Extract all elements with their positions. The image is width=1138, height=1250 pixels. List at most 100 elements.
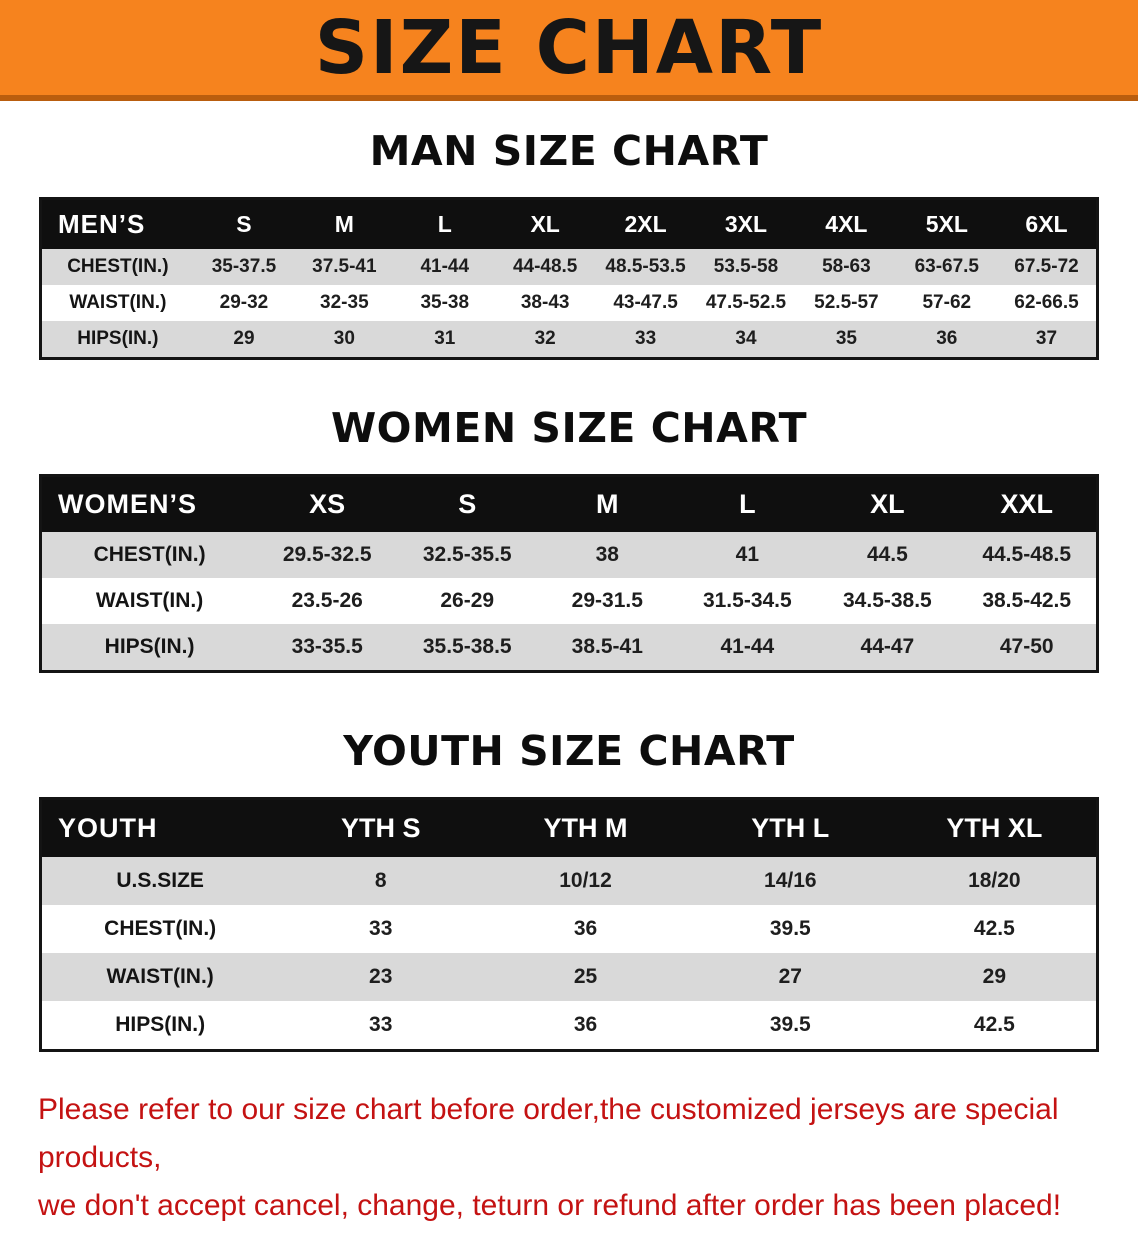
men-size-col-header: 3XL [695, 198, 797, 249]
value-cell: 29.5-32.5 [282, 543, 372, 566]
men-size-col-header: 6XL [997, 198, 1098, 249]
youth-size-table: YOUTH YTH S YTH M YTH L YTH XL U.S.SIZE 8 10/12… [39, 797, 1099, 1052]
men-header-row: MEN’S S M L XL 2XL 3XL 4XL 5XL 6XL [40, 198, 1098, 249]
youth-table-row: WAIST(IN.) 23 25 27 29 [40, 953, 1098, 1001]
men-size-col-header: XL [494, 198, 596, 249]
youth-table-title: YOUTH [40, 798, 279, 857]
youth-size-section: YOUTH SIZE CHART YOUTH YTH S YTH M YTH L YTH… [0, 727, 1138, 1052]
youth-size-col-header: YTH L [687, 798, 893, 857]
value-cell: 37 [1035, 328, 1058, 349]
value-cell: 58-63 [822, 256, 871, 277]
value-cell: 29 [982, 965, 1007, 988]
value-cell: 33-35.5 [291, 635, 363, 658]
value-cell: 38 [595, 543, 619, 566]
value-cell: 47.5-52.5 [705, 292, 787, 313]
men-size-col-header: 5XL [896, 198, 997, 249]
men-section-heading: MAN SIZE CHART [369, 127, 769, 175]
men-size-col-header: 4XL [796, 198, 897, 249]
value-cell: 36 [936, 328, 958, 349]
value-cell: 44.5-48.5 [982, 543, 1072, 566]
youth-table-row: HIPS(IN.) 33 36 39.5 42.5 [40, 1001, 1098, 1051]
value-cell: 47-50 [999, 635, 1054, 658]
value-cell: 29-31.5 [571, 589, 643, 612]
value-cell: 31 [434, 328, 456, 349]
value-cell: 39.5 [769, 917, 811, 940]
value-cell: 25 [573, 965, 598, 988]
women-table-title: WOMEN’S [40, 475, 258, 532]
value-cell: 30 [333, 328, 355, 349]
value-cell: 14/16 [764, 869, 817, 892]
row-label-cell: HIPS(IN.) [104, 635, 195, 658]
value-cell: 41-44 [420, 256, 470, 277]
men-size-col-header: S [193, 198, 295, 249]
value-cell: 35.5-38.5 [422, 635, 512, 658]
youth-size-col-header: YTH S [278, 798, 484, 857]
women-size-col-header: XL [817, 475, 958, 532]
men-table-row: WAIST(IN.) 29-32 32-35 35-38 38-43 43-47.5 47.… [40, 285, 1098, 321]
row-label-cell: U.S.SIZE [116, 869, 204, 892]
value-cell: 18/20 [968, 869, 1021, 892]
disclaimer-line-2: we don't accept cancel, change, teturn o… [38, 1189, 1062, 1222]
row-label-cell: WAIST(IN.) [69, 292, 167, 313]
women-size-table: WOMEN’S XS S M L XL XXL CHEST(IN.) 29.5-32.5 32.5… [39, 474, 1099, 673]
value-cell: 26-29 [440, 589, 495, 612]
women-table-row: CHEST(IN.) 29.5-32.5 32.5-35.5 38 41 44.5 44.5… [40, 532, 1098, 578]
youth-size-col-header: YTH XL [892, 798, 1098, 857]
youth-size-col-header: YTH M [483, 798, 688, 857]
value-cell: 27 [778, 965, 802, 988]
row-label-cell: HIPS(IN.) [77, 328, 159, 349]
youth-table-row: CHEST(IN.) 33 36 39.5 42.5 [40, 905, 1098, 953]
value-cell: 23.5-26 [291, 589, 363, 612]
value-cell: 29 [233, 328, 255, 349]
value-cell: 33 [369, 917, 393, 940]
size-chart-banner: SIZE CHART [0, 0, 1138, 101]
women-size-col-header: S [397, 475, 538, 532]
value-cell: 35-38 [420, 292, 470, 313]
women-size-col-header: L [677, 475, 818, 532]
row-label-cell: CHEST(IN.) [104, 917, 217, 940]
value-cell: 41-44 [720, 635, 775, 658]
value-cell: 67.5-72 [1014, 256, 1079, 277]
value-cell: 43-47.5 [613, 292, 678, 313]
men-table-row: CHEST(IN.) 35-37.5 37.5-41 41-44 44-48.5 48.5… [40, 249, 1098, 285]
row-label-cell: WAIST(IN.) [106, 965, 214, 988]
value-cell: 53.5-58 [713, 256, 779, 277]
row-label-cell: CHEST(IN.) [93, 543, 206, 566]
value-cell: 23 [369, 965, 393, 988]
men-size-section: MAN SIZE CHART MEN’S S M L XL 2XL 3XL 4XL 5XL 6XL… [0, 127, 1138, 360]
value-cell: 37.5-41 [312, 256, 377, 277]
value-cell: 34 [735, 328, 757, 349]
women-section-heading: WOMEN SIZE CHART [330, 404, 808, 452]
women-size-section: WOMEN SIZE CHART WOMEN’S XS S M L XL XXL CHEST(… [0, 404, 1138, 673]
value-cell: 38-43 [520, 292, 570, 313]
value-cell: 44-47 [860, 635, 915, 658]
value-cell: 44-48.5 [512, 256, 578, 277]
value-cell: 52.5-57 [814, 292, 879, 313]
value-cell: 10/12 [559, 869, 612, 892]
men-table-row: HIPS(IN.) 29 30 31 32 33 34 35 36 37 [40, 321, 1098, 359]
value-cell: 62-66.5 [1014, 292, 1079, 313]
value-cell: 42.5 [973, 917, 1015, 940]
value-cell: 31.5-34.5 [702, 589, 792, 612]
value-cell: 36 [573, 1013, 598, 1036]
value-cell: 38.5-42.5 [982, 589, 1072, 612]
value-cell: 34.5-38.5 [843, 589, 932, 612]
value-cell: 35 [835, 328, 857, 349]
value-cell: 42.5 [973, 1013, 1015, 1036]
youth-header-row: YOUTH YTH S YTH M YTH L YTH XL [40, 798, 1098, 857]
men-size-col-header: M [294, 198, 395, 249]
value-cell: 41 [735, 543, 760, 566]
value-cell: 32 [534, 328, 556, 349]
value-cell: 33 [635, 328, 657, 349]
page-title: SIZE CHART [314, 4, 824, 91]
men-size-col-header: 2XL [595, 198, 696, 249]
value-cell: 32-35 [320, 292, 369, 313]
women-size-col-header: XXL [957, 475, 1098, 532]
women-table-row: WAIST(IN.) 23.5-26 26-29 29-31.5 31.5-34.5 34… [40, 578, 1098, 624]
value-cell: 8 [374, 869, 387, 892]
men-size-table: MEN’S S M L XL 2XL 3XL 4XL 5XL 6XL CHEST(IN.) 35-37… [39, 197, 1099, 360]
value-cell: 63-67.5 [914, 256, 980, 277]
value-cell: 39.5 [769, 1013, 811, 1036]
women-size-col-header: M [537, 475, 678, 532]
disclaimer-note: Please refer to our size chart before or… [38, 1086, 1100, 1230]
